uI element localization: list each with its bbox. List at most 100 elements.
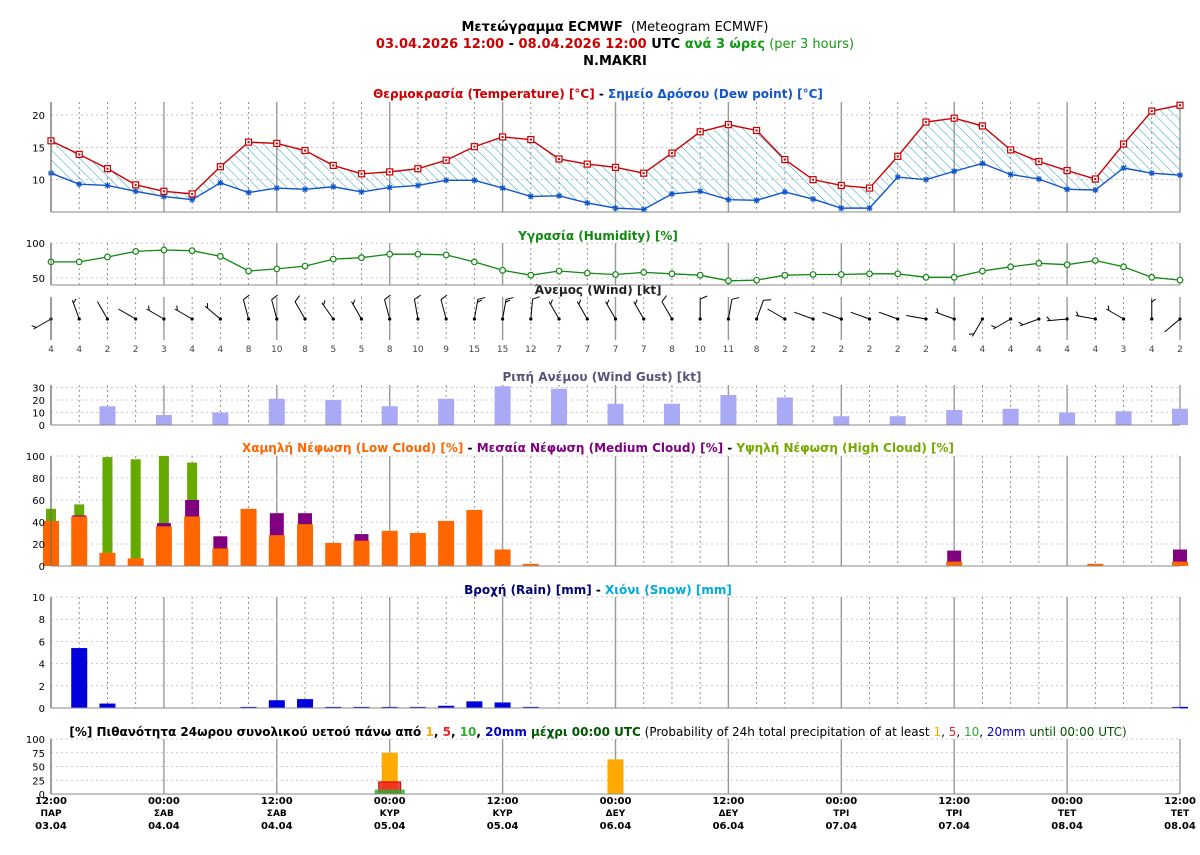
low-cloud-bar	[241, 509, 257, 566]
temperature-marker-dot	[1179, 104, 1181, 106]
wind-barb	[1106, 306, 1125, 321]
temperature-marker-dot	[897, 155, 899, 157]
wind-barb-station	[106, 317, 109, 320]
dew-point-marker	[1008, 171, 1014, 177]
wind-barb-feather	[1047, 317, 1050, 321]
dew-point-marker	[104, 182, 110, 188]
xtick-day-label: ΚΥΡ	[380, 809, 400, 819]
cloud-ytick-label: 40	[32, 518, 45, 529]
humidity-marker	[189, 248, 195, 254]
dew-point-marker	[189, 197, 195, 203]
humidity-marker	[274, 266, 280, 272]
humidity-marker	[754, 277, 760, 283]
humidity-marker	[359, 255, 365, 261]
humidity-marker	[1093, 258, 1099, 264]
wind-barb-station	[1122, 317, 1125, 320]
wind-speed-label: 9	[443, 345, 449, 355]
wind-barb	[1047, 317, 1069, 321]
wind-gust-bar	[1059, 413, 1075, 426]
wind-barb-station	[162, 317, 165, 320]
wind-speed-label: 7	[613, 345, 619, 355]
temperature-marker-dot	[1066, 170, 1068, 172]
range-sep: -	[504, 37, 518, 52]
location: N.MAKRI	[583, 54, 647, 69]
wind-speed-label: 3	[1121, 345, 1127, 355]
dew-point-marker	[387, 184, 393, 190]
wind-gust-bar	[212, 413, 228, 426]
wind-barb-shaft	[295, 302, 305, 319]
prob-t10: 10	[460, 725, 477, 739]
wind-barb-shaft	[606, 302, 616, 319]
temp-ytick-label: 10	[32, 176, 45, 187]
low-cloud-bar	[382, 531, 398, 566]
temperature-marker-dot	[643, 172, 645, 174]
temperature-marker-dot	[1094, 178, 1096, 180]
rain-ytick-label: 10	[32, 593, 45, 604]
temperature-marker-dot	[869, 187, 871, 189]
dew-point-marker	[217, 180, 223, 186]
dew-point-marker	[697, 188, 703, 194]
humidity-marker	[330, 256, 336, 262]
temperature-marker-dot	[981, 125, 983, 127]
xtick-day-label: ΣΑΒ	[267, 809, 287, 819]
xtick-time-label: 00:00	[148, 796, 180, 807]
wind-barb-shaft	[823, 312, 842, 319]
wind-speed-label: 5	[330, 345, 336, 355]
wind-speed-label: 4	[189, 345, 195, 355]
wind-barb-shaft	[1020, 319, 1039, 326]
wind-barb-feather	[323, 300, 325, 305]
wind-barb-shaft	[549, 302, 559, 319]
wind-barb-station	[1037, 317, 1040, 320]
prob-e20: 20mm	[987, 725, 1026, 739]
wind-barb-feather	[732, 298, 739, 300]
prob-c1: ,	[434, 725, 443, 739]
prob-ytick-label: 50	[32, 763, 45, 774]
wind-barb-station	[953, 317, 956, 320]
wind-speed-label: 7	[641, 345, 647, 355]
wind-gust-bar	[608, 404, 624, 425]
wind-speed-label: 11	[723, 345, 734, 355]
temperature-marker-dot	[925, 121, 927, 123]
wind-barb-station	[557, 317, 560, 320]
wind-speed-label: 8	[387, 345, 393, 355]
dew-point-marker	[923, 177, 929, 183]
temperature-marker-dot	[1038, 161, 1040, 163]
snow-title: Χιόνι (Snow) [mm]	[605, 583, 732, 597]
wind-barb-shaft	[794, 312, 813, 319]
wind-speed-label: 4	[1092, 345, 1098, 355]
wind-barb-station	[191, 317, 194, 320]
wind-barb-station	[473, 317, 476, 320]
gust-ytick-label: 10	[32, 409, 45, 420]
rain-ytick-label: 6	[39, 637, 45, 648]
gust-ytick-label: 30	[32, 384, 45, 395]
prob-t5: 5	[443, 725, 451, 739]
wind-gust-bar	[325, 400, 341, 425]
temperature-marker-dot	[1151, 110, 1153, 112]
wind-barb-feather	[969, 334, 974, 335]
humidity-marker	[613, 272, 619, 278]
wind-barb-feather	[635, 300, 637, 305]
rain-bar	[269, 700, 285, 708]
wind-barb-shaft	[634, 302, 644, 319]
temperature-marker-dot	[530, 139, 532, 141]
dew-point-marker	[274, 185, 280, 191]
dew-point-marker	[725, 197, 731, 203]
temperature-marker-dot	[163, 190, 165, 192]
humidity-marker	[105, 254, 111, 260]
high-cloud-bar	[131, 459, 141, 566]
low-cloud-bar	[99, 553, 115, 566]
humidity-marker	[1121, 264, 1127, 270]
rain-ytick-label: 8	[39, 615, 45, 626]
wind-barb	[794, 312, 814, 320]
xtick-date-label: 05.04	[487, 821, 519, 832]
wind-barb-station	[840, 317, 843, 320]
xtick-date-label: 03.04	[35, 821, 67, 832]
temperature-marker-dot	[106, 168, 108, 170]
low-cloud-bar	[1172, 562, 1188, 566]
wind-barb-station	[896, 317, 899, 320]
wind-speed-label: 2	[867, 345, 873, 355]
temperature-marker-dot	[1123, 143, 1125, 145]
wind-barb-shaft	[757, 300, 764, 319]
range-start: 03.04.2026 12:00	[376, 37, 504, 52]
wind-speed-label: 10	[694, 345, 706, 355]
